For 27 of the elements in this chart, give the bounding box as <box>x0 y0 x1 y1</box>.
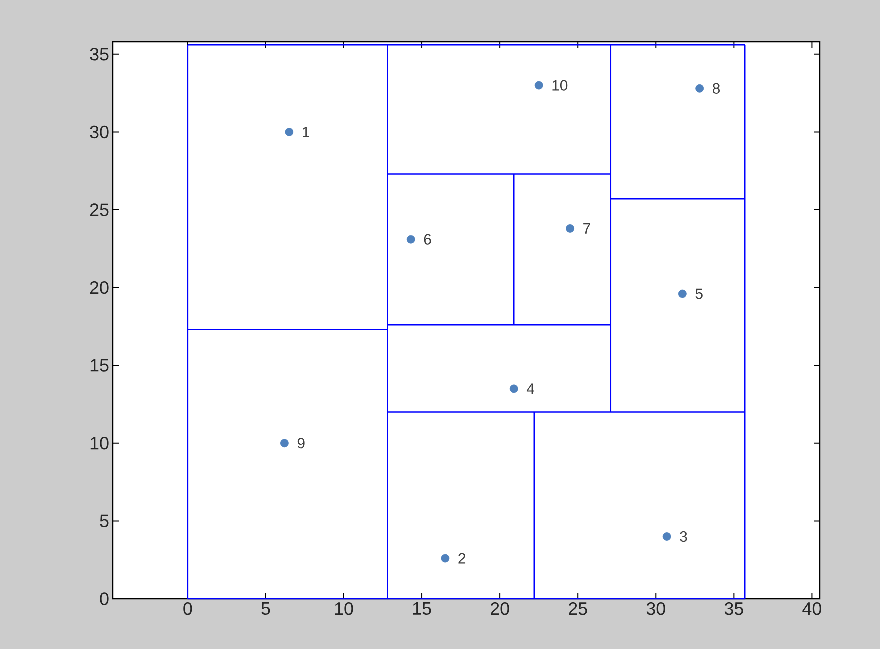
y-tick-label: 30 <box>90 126 109 139</box>
x-tick-label: 35 <box>724 602 744 616</box>
annotation: 6 <box>424 234 432 245</box>
annotation: 3 <box>680 531 688 542</box>
annotation: 5 <box>696 288 703 300</box>
annotation: 10 <box>552 80 568 91</box>
annotation: 8 <box>713 83 720 94</box>
x-tick-label: 10 <box>335 602 354 616</box>
x-tick-label: 40 <box>802 602 822 616</box>
y-tick-label: 0 <box>100 592 109 606</box>
x-tick-label: 0 <box>184 602 192 616</box>
y-tick-label: 5 <box>100 514 109 528</box>
x-tick-label: 25 <box>569 602 588 616</box>
x-tick-label: 15 <box>413 602 432 616</box>
annotation: 2 <box>458 553 466 564</box>
x-tick-label: 20 <box>491 602 510 616</box>
x-tick-label: 5 <box>262 602 270 616</box>
y-tick-label: 15 <box>90 359 109 372</box>
annotation: 4 <box>526 384 535 394</box>
y-tick-label: 10 <box>90 437 109 450</box>
y-tick-label: 20 <box>90 281 109 294</box>
y-tick-label: 25 <box>90 204 109 216</box>
x-tick-label: 30 <box>646 602 666 616</box>
annotation: 1 <box>303 127 310 138</box>
annotation: 9 <box>298 438 305 449</box>
annotation: 7 <box>584 224 590 234</box>
y-tick-label: 35 <box>90 48 109 61</box>
